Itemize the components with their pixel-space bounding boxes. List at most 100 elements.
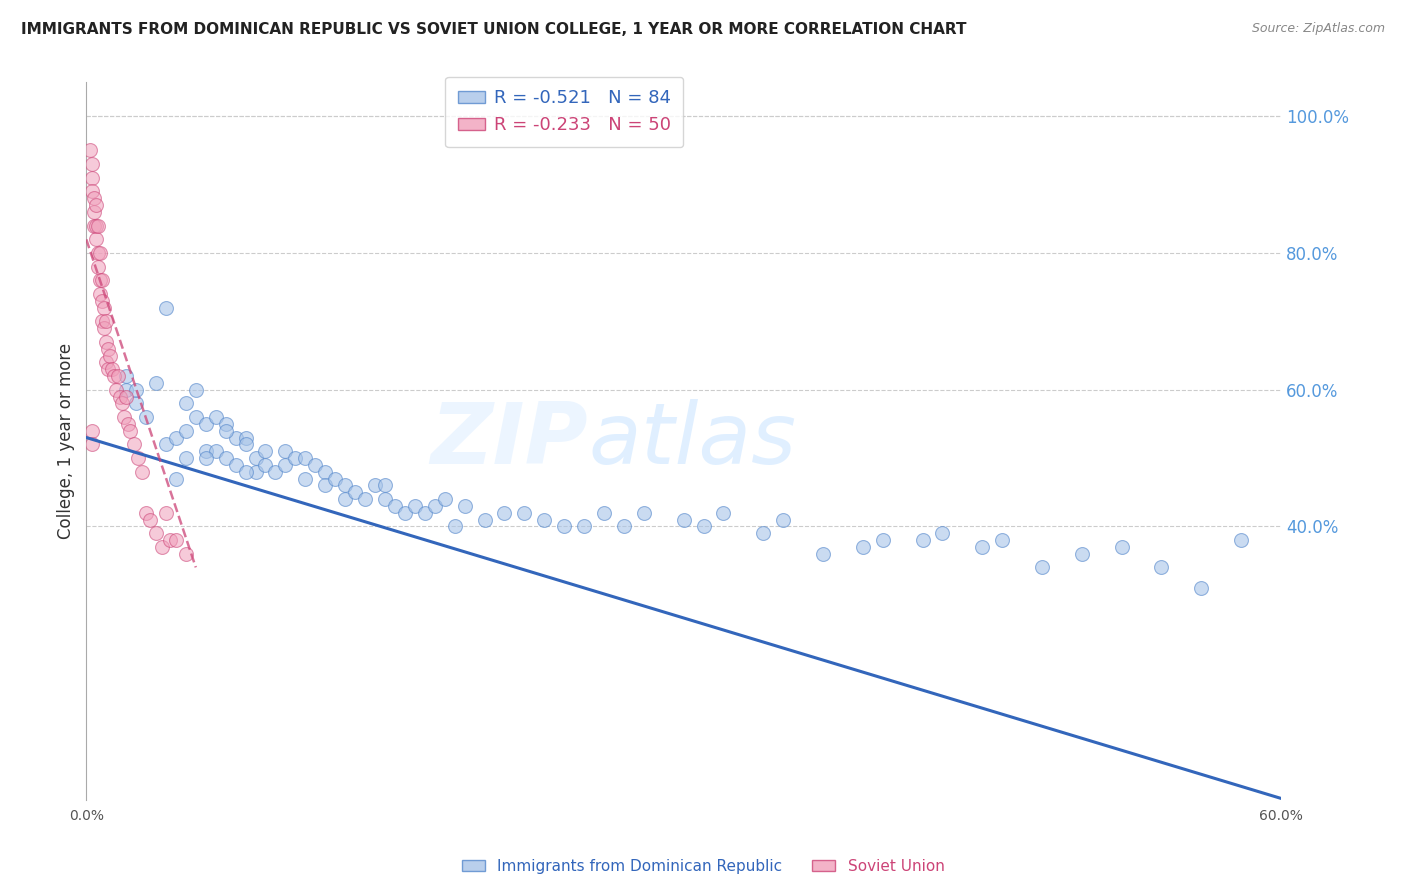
Point [314, 465, 336, 479]
Point [494, 506, 516, 520]
Y-axis label: College, 1 year or more: College, 1 year or more [58, 343, 75, 539]
Point [150, 540, 173, 554]
Point [115, 369, 138, 384]
Point [991, 533, 1014, 547]
Point [117, 417, 139, 431]
Point [413, 506, 436, 520]
Point [83, 191, 105, 205]
Point [84, 219, 107, 233]
Point [159, 533, 181, 547]
Point [254, 444, 277, 458]
Point [852, 540, 875, 554]
Point [553, 519, 575, 533]
Point [474, 512, 496, 526]
Point [713, 506, 735, 520]
Point [115, 383, 138, 397]
Point [82, 157, 104, 171]
Point [87, 219, 110, 233]
Text: atlas: atlas [588, 400, 796, 483]
Point [235, 437, 257, 451]
Point [89, 246, 111, 260]
Point [82, 437, 104, 451]
Point [91, 293, 114, 308]
Point [333, 478, 356, 492]
Point [1111, 540, 1133, 554]
Point [84, 198, 107, 212]
Point [972, 540, 994, 554]
Point [155, 506, 177, 520]
Point [323, 471, 346, 485]
Text: ZIP: ZIP [430, 400, 588, 483]
Point [304, 458, 326, 472]
Point [204, 410, 226, 425]
Point [165, 471, 187, 485]
Point [82, 424, 104, 438]
Point [83, 219, 105, 233]
Point [225, 458, 247, 472]
Point [245, 465, 267, 479]
Point [96, 355, 118, 369]
Point [107, 369, 129, 384]
Point [165, 533, 187, 547]
Point [443, 519, 465, 533]
Point [333, 491, 356, 506]
Point [344, 485, 367, 500]
Point [274, 458, 297, 472]
Point [235, 431, 257, 445]
Point [98, 349, 121, 363]
Point [91, 273, 114, 287]
Point [96, 314, 118, 328]
Point [139, 512, 162, 526]
Point [274, 444, 297, 458]
Point [1031, 560, 1053, 574]
Point [672, 512, 695, 526]
Point [165, 431, 187, 445]
Point [97, 362, 120, 376]
Legend: Immigrants from Dominican Republic, Soviet Union: Immigrants from Dominican Republic, Sovi… [456, 853, 950, 880]
Point [264, 465, 287, 479]
Point [87, 246, 110, 260]
Point [811, 547, 834, 561]
Point [225, 431, 247, 445]
Point [194, 450, 217, 465]
Point [184, 410, 207, 425]
Point [404, 499, 426, 513]
Point [593, 506, 616, 520]
Point [772, 512, 794, 526]
Point [82, 170, 104, 185]
Legend: R = -0.521   N = 84, R = -0.233   N = 50: R = -0.521 N = 84, R = -0.233 N = 50 [444, 77, 683, 147]
Point [394, 506, 416, 520]
Point [103, 369, 125, 384]
Point [374, 478, 396, 492]
Point [125, 396, 148, 410]
Point [354, 491, 377, 506]
Point [245, 450, 267, 465]
Point [384, 499, 406, 513]
Point [174, 450, 197, 465]
Point [1189, 581, 1212, 595]
Point [1230, 533, 1253, 547]
Point [155, 301, 177, 315]
Point [115, 390, 138, 404]
Point [79, 144, 101, 158]
Point [87, 260, 110, 274]
Point [82, 185, 104, 199]
Point [215, 424, 238, 438]
Point [872, 533, 894, 547]
Point [215, 450, 238, 465]
Point [89, 287, 111, 301]
Point [533, 512, 555, 526]
Point [374, 491, 396, 506]
Point [125, 383, 148, 397]
Point [235, 465, 257, 479]
Point [254, 458, 277, 472]
Point [692, 519, 714, 533]
Point [131, 465, 153, 479]
Point [184, 383, 207, 397]
Point [613, 519, 636, 533]
Point [1150, 560, 1173, 574]
Point [633, 506, 655, 520]
Point [294, 471, 316, 485]
Point [120, 424, 142, 438]
Point [752, 526, 775, 541]
